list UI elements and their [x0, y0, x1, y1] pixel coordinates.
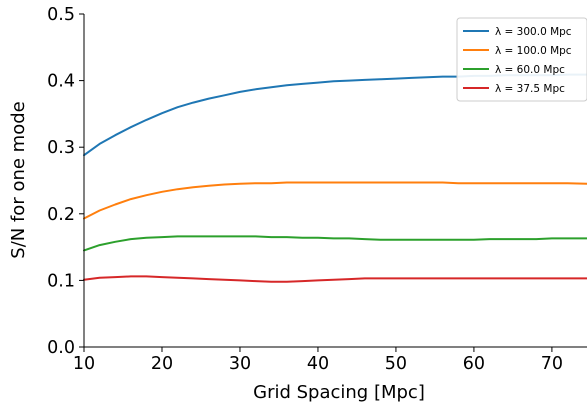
x-tick-label: 60: [463, 354, 485, 374]
y-tick-label: 0.2: [47, 205, 75, 225]
legend-box: [456, 17, 587, 102]
x-tick-label: 30: [229, 354, 251, 374]
legend-label-2: λ = 60.0 Mpc: [495, 64, 565, 76]
x-axis-label: Grid Spacing [Mpc]: [253, 382, 425, 403]
y-tick-label: 0.3: [47, 138, 75, 158]
y-tick-label: 0.1: [47, 271, 75, 291]
x-tick-label: 70: [541, 354, 563, 374]
x-ticks: 10 20 30 40 50 60 70: [73, 347, 563, 374]
x-tick-label: 20: [151, 354, 173, 374]
y-tick-label: 0.0: [47, 338, 75, 358]
legend-label-3: λ = 37.5 Mpc: [495, 83, 565, 95]
y-tick-label: 0.5: [47, 5, 75, 25]
series-line-1: [83, 181, 587, 220]
y-ticks: 0.0 0.1 0.2 0.3 0.4 0.5: [47, 5, 84, 358]
x-tick-label: 10: [73, 354, 95, 374]
x-tick-label: 40: [307, 354, 329, 374]
legend-label-1: λ = 100.0 Mpc: [495, 45, 572, 57]
y-axis-label: S/N for one mode: [8, 101, 29, 258]
series-line-2: [83, 235, 587, 252]
legend-label-0: λ = 300.0 Mpc: [495, 26, 572, 38]
series-line-3: [83, 275, 587, 283]
axes: [83, 14, 587, 348]
y-tick-label: 0.4: [47, 72, 75, 92]
plot-lines: [83, 73, 587, 283]
legend: λ = 300.0 Mpc λ = 100.0 Mpc λ = 60.0 Mpc λ …: [456, 17, 587, 102]
x-tick-label: 50: [385, 354, 407, 374]
